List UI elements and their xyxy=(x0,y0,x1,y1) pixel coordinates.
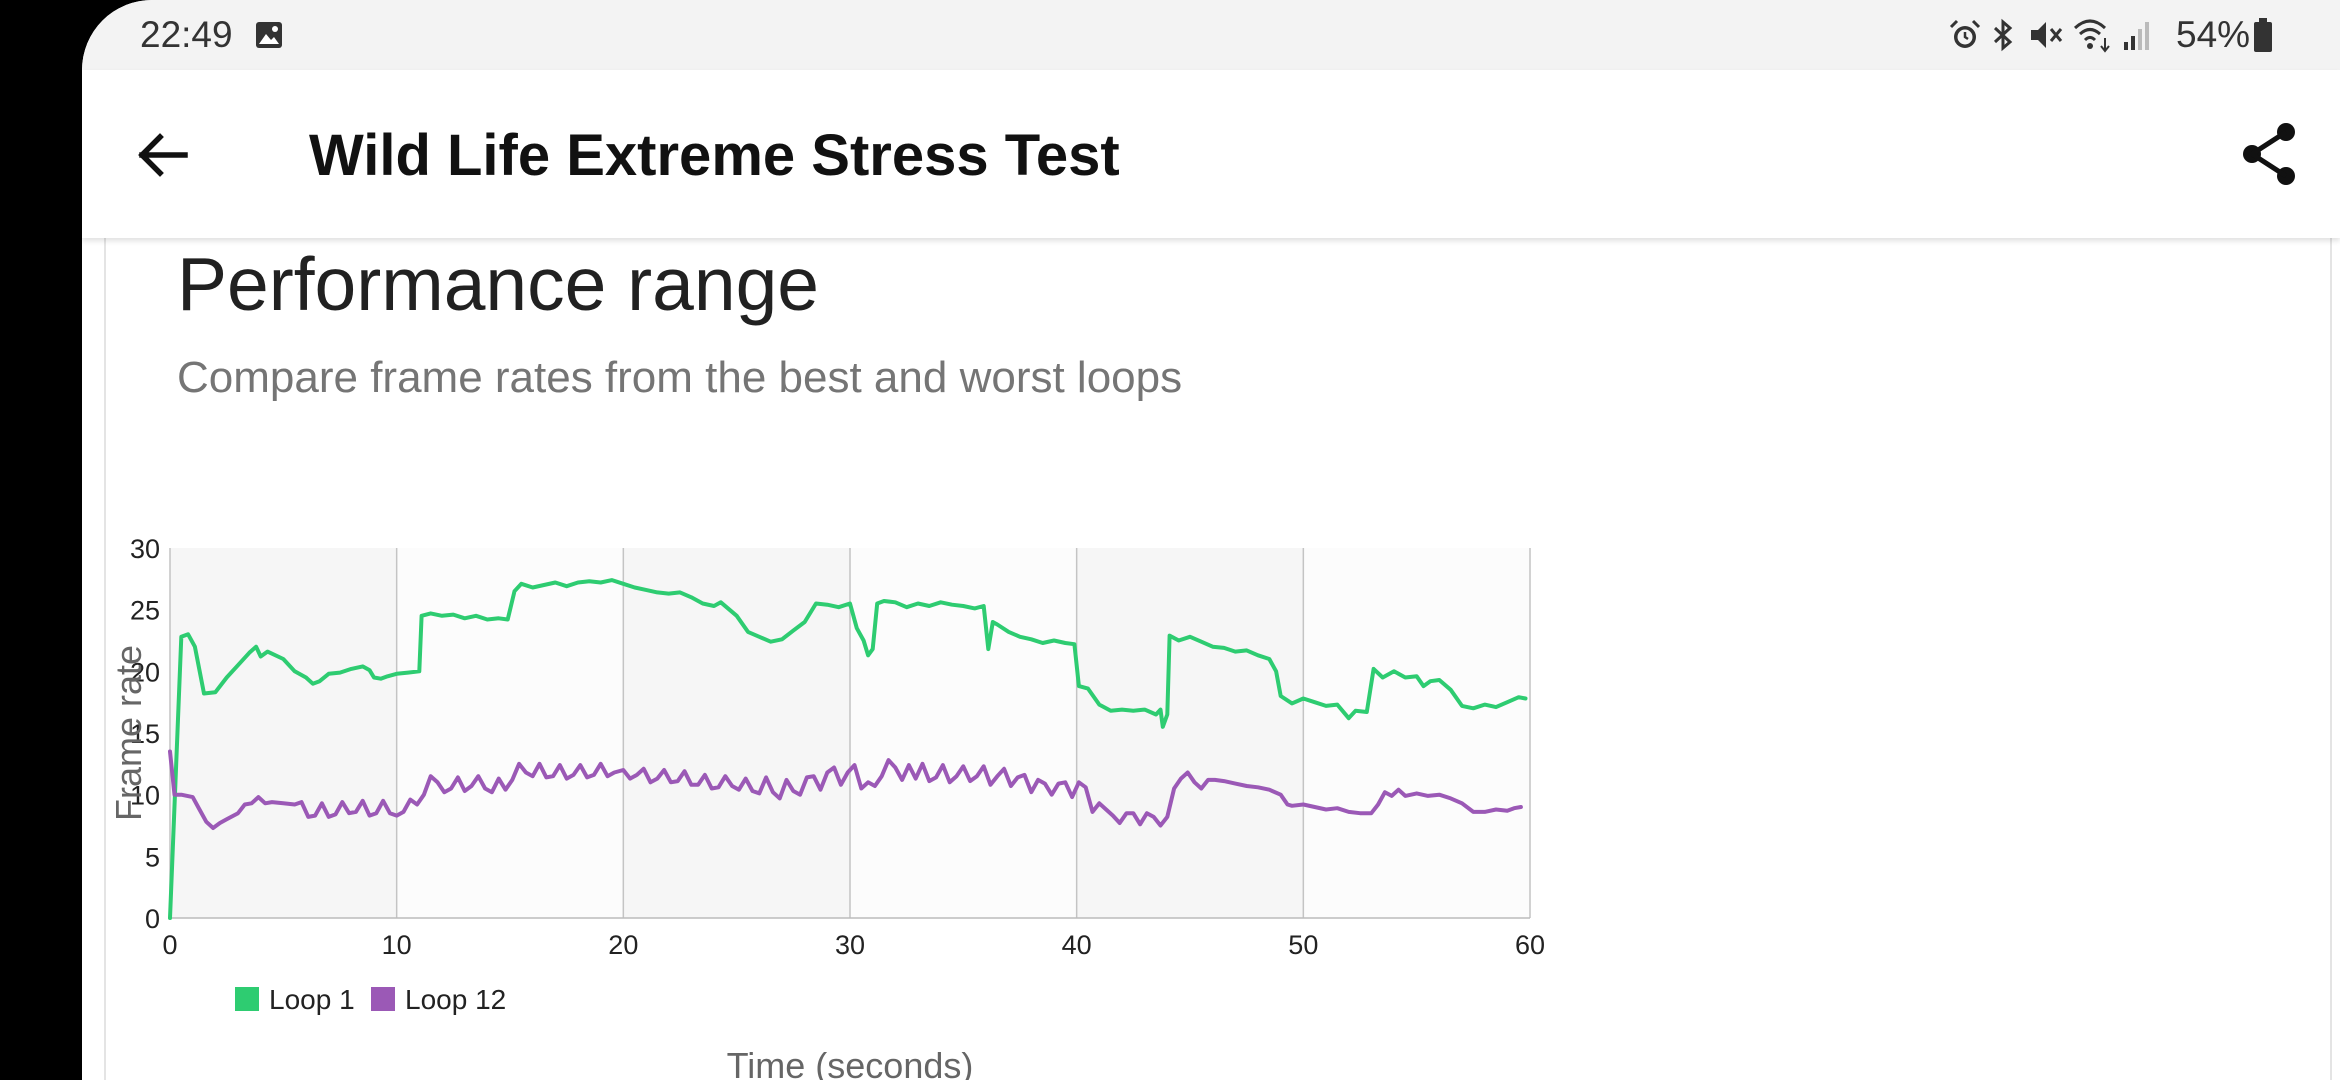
legend-swatch xyxy=(235,987,259,1011)
y-tick-label: 5 xyxy=(145,842,160,872)
y-tick-label: 20 xyxy=(130,657,160,687)
signal-icon xyxy=(2124,22,2149,50)
plot-band xyxy=(1303,548,1530,918)
y-tick-label: 10 xyxy=(130,781,160,811)
x-tick-label: 60 xyxy=(1515,930,1545,960)
x-tick-label: 30 xyxy=(835,930,865,960)
x-tick-label: 40 xyxy=(1062,930,1092,960)
gallery-icon xyxy=(256,22,282,48)
wifi-icon xyxy=(2073,19,2110,53)
y-tick-label: 15 xyxy=(130,719,160,749)
x-tick-label: 0 xyxy=(162,930,177,960)
y-tick-label: 0 xyxy=(145,904,160,934)
battery-percent: 54% xyxy=(2176,14,2251,55)
y-axis-label: Frame rate xyxy=(108,645,149,821)
card-subheading: Compare frame rates from the best and wo… xyxy=(177,353,1183,402)
legend-label: Loop 1 xyxy=(269,984,355,1015)
x-axis-label: Time (seconds) xyxy=(727,1045,974,1080)
performance-card: Performance range Compare frame rates fr… xyxy=(104,230,2332,1080)
plot-band xyxy=(850,548,1077,918)
status-bar: 22:49 xyxy=(82,0,2340,70)
y-tick-label: 30 xyxy=(130,534,160,564)
x-tick-label: 50 xyxy=(1288,930,1318,960)
arrow-back-icon[interactable] xyxy=(132,125,192,185)
battery-icon xyxy=(2254,18,2272,52)
legend-swatch xyxy=(371,987,395,1011)
app-bar: Wild Life Extreme Stress Test xyxy=(82,70,2340,238)
legend-label: Loop 12 xyxy=(405,984,506,1015)
x-tick-label: 10 xyxy=(382,930,412,960)
x-tick-label: 20 xyxy=(608,930,638,960)
alarm-icon xyxy=(1949,19,1981,48)
mute-icon xyxy=(2031,22,2063,48)
performance-chart: 0 10 20 30 40 50 60 0 5 10 15 20 25 30 Frame rate Loop … xyxy=(108,534,1545,1080)
page-title: Wild Life Extreme Stress Test xyxy=(309,123,1120,188)
series-line-1 xyxy=(168,578,1528,920)
status-time: 22:49 xyxy=(140,14,233,55)
phone-screen: 22:49 xyxy=(82,0,2340,1080)
y-tick-label: 25 xyxy=(130,596,160,626)
card-heading: Performance range xyxy=(177,242,820,326)
plot-band xyxy=(1076,548,1304,918)
share-icon[interactable] xyxy=(2238,120,2302,188)
plot-band xyxy=(170,548,397,918)
series-line-2 xyxy=(168,749,1523,830)
bluetooth-icon xyxy=(1993,18,2013,52)
